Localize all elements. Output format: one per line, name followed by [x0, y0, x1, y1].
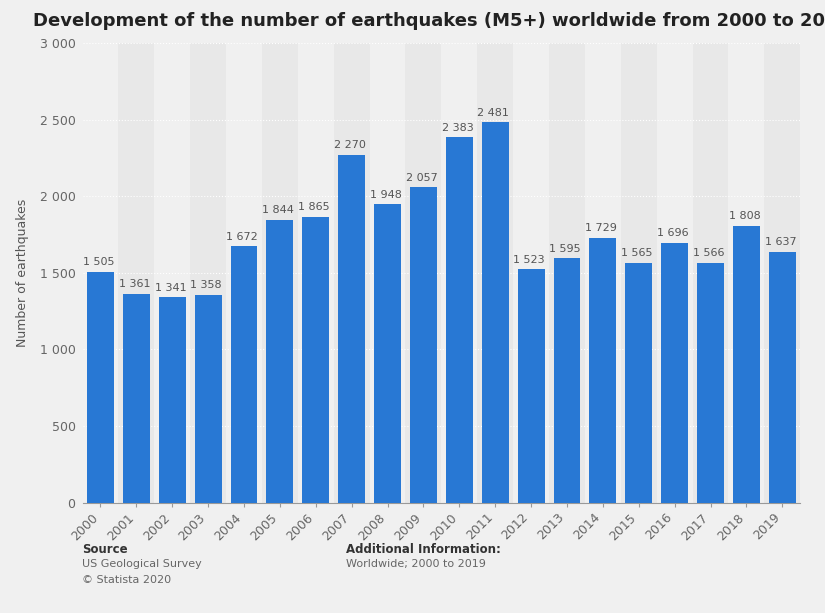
Bar: [195, 294, 222, 503]
Bar: [123, 294, 150, 503]
Bar: [158, 297, 186, 503]
Bar: [697, 262, 724, 503]
Text: 2 270: 2 270: [334, 140, 365, 150]
Text: 1 844: 1 844: [262, 205, 294, 215]
Bar: [82, 43, 119, 503]
Text: 1 505: 1 505: [82, 257, 115, 267]
Bar: [226, 43, 262, 503]
Text: 1 696: 1 696: [657, 228, 689, 238]
Text: © Statista 2020: © Statista 2020: [82, 575, 172, 585]
Bar: [517, 269, 544, 503]
Bar: [728, 43, 765, 503]
Bar: [302, 217, 329, 503]
Bar: [266, 220, 294, 503]
Text: 1 358: 1 358: [191, 280, 222, 290]
Text: 1 637: 1 637: [765, 237, 796, 247]
Text: 1 341: 1 341: [154, 283, 186, 292]
Text: 1 566: 1 566: [693, 248, 724, 258]
Text: 1 729: 1 729: [585, 223, 617, 233]
Text: Worldwide; 2000 to 2019: Worldwide; 2000 to 2019: [346, 559, 487, 569]
Bar: [554, 258, 581, 503]
Bar: [154, 43, 191, 503]
Text: 2 481: 2 481: [478, 108, 509, 118]
Bar: [338, 154, 365, 503]
Text: 2 057: 2 057: [406, 173, 437, 183]
Text: 1 948: 1 948: [370, 189, 402, 200]
Bar: [370, 43, 406, 503]
Bar: [482, 123, 509, 503]
Bar: [589, 238, 616, 503]
Bar: [446, 137, 473, 503]
Text: 1 808: 1 808: [728, 211, 761, 221]
Bar: [733, 226, 760, 503]
Text: 1 523: 1 523: [513, 254, 545, 265]
Bar: [657, 43, 693, 503]
Bar: [769, 252, 796, 503]
Title: Development of the number of earthquakes (M5+) worldwide from 2000 to 2019: Development of the number of earthquakes…: [33, 12, 825, 30]
Text: 1 672: 1 672: [226, 232, 258, 242]
Text: 1 565: 1 565: [621, 248, 653, 258]
Bar: [230, 246, 257, 503]
Bar: [298, 43, 333, 503]
Text: 2 383: 2 383: [441, 123, 474, 133]
Bar: [585, 43, 621, 503]
Text: Source: Source: [82, 543, 128, 555]
Text: 1 361: 1 361: [119, 280, 150, 289]
Bar: [625, 263, 653, 503]
Text: 1 595: 1 595: [549, 243, 581, 254]
Bar: [410, 188, 437, 503]
Bar: [441, 43, 477, 503]
Bar: [374, 204, 401, 503]
Text: 1 865: 1 865: [298, 202, 330, 212]
Y-axis label: Number of earthquakes: Number of earthquakes: [16, 199, 29, 347]
Bar: [87, 272, 114, 503]
Text: US Geological Survey: US Geological Survey: [82, 559, 202, 569]
Text: Additional Information:: Additional Information:: [346, 543, 502, 555]
Bar: [513, 43, 549, 503]
Bar: [661, 243, 688, 503]
